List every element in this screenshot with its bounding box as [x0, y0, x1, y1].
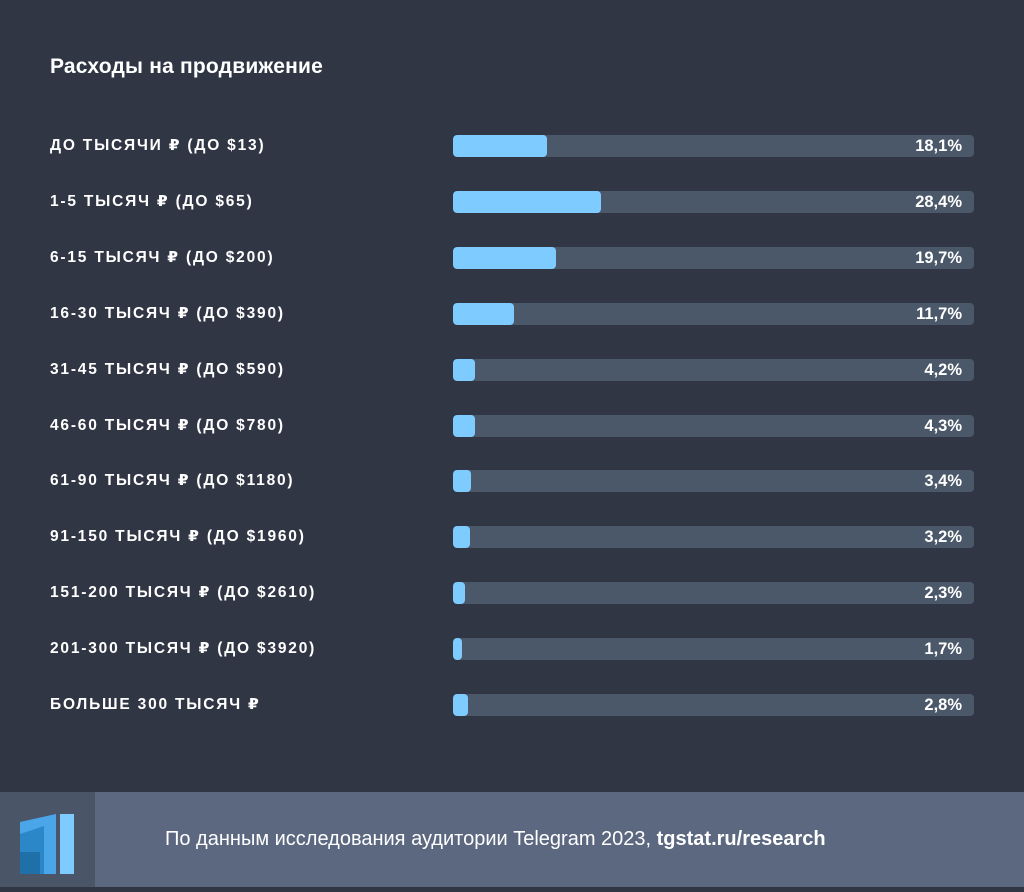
bar-row: 16-30 тысяч ₽ (до $390) 11,7%: [0, 302, 1024, 326]
footer: По данным исследования аудитории Telegra…: [0, 792, 1024, 887]
bar-row: 6-15 тысяч ₽ (до $200) 19,7%: [0, 246, 1024, 270]
category-label: 1-5 тысяч ₽ (до $65): [50, 193, 254, 210]
bar: [453, 582, 465, 604]
bar: [453, 359, 475, 381]
category-label: 91-150 тысяч ₽ (до $1960): [50, 528, 306, 545]
bar-track: 18,1%: [453, 135, 974, 157]
bar: [453, 135, 548, 157]
value-label: 4,2%: [924, 361, 962, 379]
bar: [453, 191, 601, 213]
category-label: 6-15 тысяч ₽ (до $200): [50, 249, 275, 266]
bar-track: 3,2%: [453, 526, 974, 548]
bar-row: 1-5 тысяч ₽ (до $65) 28,4%: [0, 190, 1024, 214]
bar: [453, 470, 471, 492]
value-label: 19,7%: [915, 249, 962, 267]
bar-row: 46-60 тысяч ₽ (до $780) 4,3%: [0, 414, 1024, 438]
chart-title: Расходы на продвижение: [50, 55, 323, 78]
bar-track: 11,7%: [453, 303, 974, 325]
value-label: 2,3%: [924, 584, 962, 602]
bar: [453, 526, 470, 548]
value-label: 2,8%: [924, 696, 962, 714]
bar-track: 1,7%: [453, 638, 974, 660]
bar-row: 61-90 тысяч ₽ (до $1180) 3,4%: [0, 469, 1024, 493]
bar-track: 19,7%: [453, 247, 974, 269]
bar: [453, 638, 462, 660]
value-label: 18,1%: [915, 137, 962, 155]
footer-caption: По данным исследования аудитории Telegra…: [165, 828, 657, 850]
bar-row: 91-150 тысяч ₽ (до $1960) 3,2%: [0, 525, 1024, 549]
bar-chart: до тысячи ₽ (до $13) 18,1% 1-5 тысяч ₽ (до…: [0, 134, 1024, 717]
value-label: 11,7%: [916, 305, 962, 323]
value-label: 3,4%: [924, 472, 962, 490]
bar-track: 2,3%: [453, 582, 974, 604]
value-label: 28,4%: [915, 193, 962, 211]
value-label: 4,3%: [924, 417, 962, 435]
category-label: больше 300 тысяч ₽: [50, 696, 261, 713]
bar-track: 3,4%: [453, 470, 974, 492]
bar-track: 2,8%: [453, 694, 974, 716]
bar: [453, 247, 556, 269]
bar: [453, 303, 514, 325]
category-label: 151-200 тысяч ₽ (до $2610): [50, 584, 317, 601]
bar-track: 4,3%: [453, 415, 974, 437]
bar-row: больше 300 тысяч ₽ 2,8%: [0, 693, 1024, 717]
value-label: 3,2%: [924, 528, 962, 546]
footer-link[interactable]: tgstat.ru/research: [656, 828, 826, 850]
tgstat-logo-icon[interactable]: [0, 792, 95, 887]
category-label: 201-300 тысяч ₽ (до $3920): [50, 640, 317, 657]
bar-track: 4,2%: [453, 359, 974, 381]
category-label: 16-30 тысяч ₽ (до $390): [50, 305, 285, 322]
bar-row: 31-45 тысяч ₽ (до $590) 4,2%: [0, 358, 1024, 382]
category-label: 46-60 тысяч ₽ (до $780): [50, 417, 285, 434]
bar-row: до тысячи ₽ (до $13) 18,1%: [0, 134, 1024, 158]
bar: [453, 415, 476, 437]
category-label: до тысячи ₽ (до $13): [50, 137, 266, 154]
bar-track: 28,4%: [453, 191, 974, 213]
category-label: 31-45 тысяч ₽ (до $590): [50, 361, 285, 378]
bar: [453, 694, 468, 716]
footer-source-text: По данным исследования аудитории Telegra…: [165, 792, 826, 887]
bar-row: 201-300 тысяч ₽ (до $3920) 1,7%: [0, 637, 1024, 661]
category-label: 61-90 тысяч ₽ (до $1180): [50, 472, 295, 489]
value-label: 1,7%: [924, 640, 962, 658]
bar-row: 151-200 тысяч ₽ (до $2610) 2,3%: [0, 581, 1024, 605]
